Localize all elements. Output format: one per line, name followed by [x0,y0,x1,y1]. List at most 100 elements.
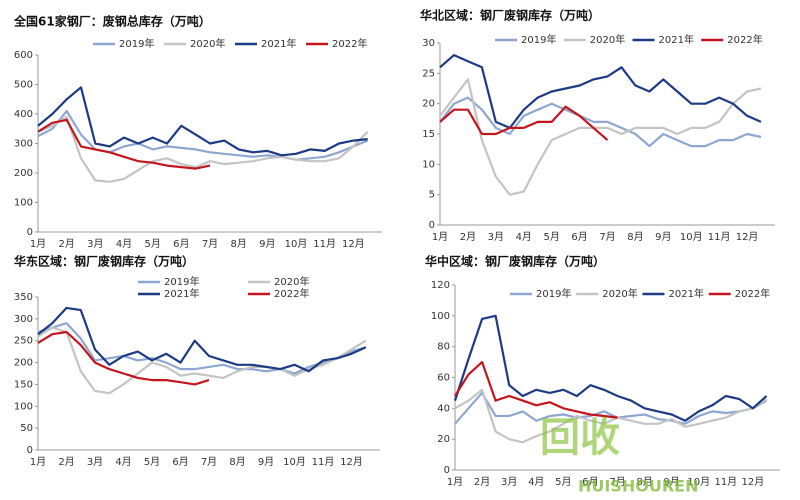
x-tick-label: 9月 [259,238,275,250]
series-line [439,54,762,129]
y-tick-label: 40 [437,403,450,414]
x-tick-label: 3月 [488,231,504,243]
legend-label: 2019年 [119,37,154,50]
x-tick-label: 7月 [609,476,625,488]
y-tick-label: 10 [422,159,435,170]
legend-label: 2022年 [332,37,367,50]
x-tick-label: 10月 [283,456,306,468]
y-tick-label: 80 [437,342,450,353]
y-tick-label: 120 [431,280,450,291]
legend-label: 2021年 [261,37,296,50]
y-tick-label: 300 [14,139,33,150]
y-tick-label: 60 [437,373,450,384]
x-tick-label: 6月 [173,238,189,250]
x-tick-label: 7月 [202,238,218,250]
y-tick-label: 20 [422,99,435,110]
series-line [453,314,768,422]
series-line [439,105,609,141]
series-line [37,86,368,157]
x-tick-label: 6月 [172,456,188,468]
series-line [37,306,367,373]
x-tick-label: 6月 [582,476,598,488]
x-tick-label: 9月 [655,231,671,243]
series-line [454,391,768,425]
chart-title: 华北区域：钢厂废钢库存（万吨） [420,8,600,23]
x-tick-label: 2月 [58,238,74,250]
y-tick-label: 200 [14,168,33,179]
x-tick-label: 3月 [501,476,517,488]
y-tick-label: 200 [14,358,33,369]
x-tick-label: 11月 [313,238,336,250]
y-tick-label: 20 [437,434,450,445]
legend-label: 2020年 [602,287,637,300]
legend-label: 2022年 [274,287,309,300]
y-tick-label: 100 [14,401,33,412]
series-line [439,78,762,196]
x-tick-label: 9月 [663,476,679,488]
x-tick-label: 8月 [229,456,245,468]
x-tick-label: 8月 [636,476,652,488]
x-tick-label: 10月 [285,238,308,250]
legend-label: 2019年 [536,287,571,300]
chart-title: 华东区域：钢厂废钢库存（万吨） [14,254,194,269]
legend-label: 2019年 [164,275,199,288]
series-line [37,330,210,386]
x-tick-label: 8月 [627,231,643,243]
series-line [37,115,369,183]
x-tick-label: 9月 [258,456,274,468]
y-tick-label: 250 [14,336,33,347]
y-tick-label: 25 [422,68,435,79]
x-tick-label: 1月 [447,476,463,488]
y-tick-label: 600 [14,50,33,61]
x-tick-label: 11月 [708,231,731,243]
legend-label: 2021年 [164,287,199,300]
series-line [37,118,211,170]
y-tick-label: 0 [27,445,33,456]
chart: 全国61家钢厂：废钢总库存（万吨） 0 100 200 300 400 500 600 1月 2月… [13,14,382,250]
x-tick-label: 11月 [312,456,335,468]
legend-label: 2022年 [735,287,770,300]
y-tick-label: 500 [14,80,33,91]
x-tick-label: 7月 [201,456,217,468]
legend-label: 2021年 [669,287,704,300]
x-tick-label: 3月 [87,456,103,468]
x-tick-label: 2月 [58,456,74,468]
x-tick-label: 2月 [460,231,476,243]
x-tick-label: 10月 [680,231,703,243]
watermark-logo: 回收 [540,415,620,461]
y-tick-label: 0 [27,227,33,238]
y-tick-label: 400 [14,109,33,120]
series-line [37,322,367,375]
series-line [454,361,618,419]
y-tick-label: 100 [431,311,450,322]
x-tick-label: 8月 [230,238,246,250]
y-tick-label: 15 [422,129,435,140]
x-tick-label: 5月 [144,238,160,250]
chart: 华中区域：钢厂废钢库存（万吨） 0 20 40 60 80 100 120 1月 2月 3月 4月 5月… [425,254,780,488]
x-tick-label: 5月 [543,231,559,243]
x-tick-label: 10月 [687,476,710,488]
legend-label: 2021年 [659,33,694,46]
y-tick-label: 100 [14,198,33,209]
y-tick-label: 150 [14,379,33,390]
x-tick-label: 4月 [528,476,544,488]
x-tick-label: 11月 [714,476,737,488]
x-tick-label: 4月 [516,231,532,243]
y-tick-label: 5 [429,190,435,201]
x-tick-label: 12月 [340,456,363,468]
x-tick-label: 4月 [115,456,131,468]
legend-label: 2022年 [727,33,762,46]
x-tick-label: 6月 [571,231,587,243]
y-tick-label: 300 [14,314,33,325]
series-line [439,96,762,148]
chart-title: 华中区域：钢厂废钢库存（万吨） [425,254,605,269]
y-tick-label: 30 [422,38,435,49]
y-tick-label: 0 [444,465,450,476]
legend-label: 2019年 [521,33,556,46]
legend-label: 2020年 [274,275,309,288]
y-tick-label: 0 [429,220,435,231]
x-tick-label: 7月 [599,231,615,243]
x-tick-label: 12月 [742,476,765,488]
x-tick-label: 5月 [144,456,160,468]
y-tick-label: 50 [20,423,33,434]
